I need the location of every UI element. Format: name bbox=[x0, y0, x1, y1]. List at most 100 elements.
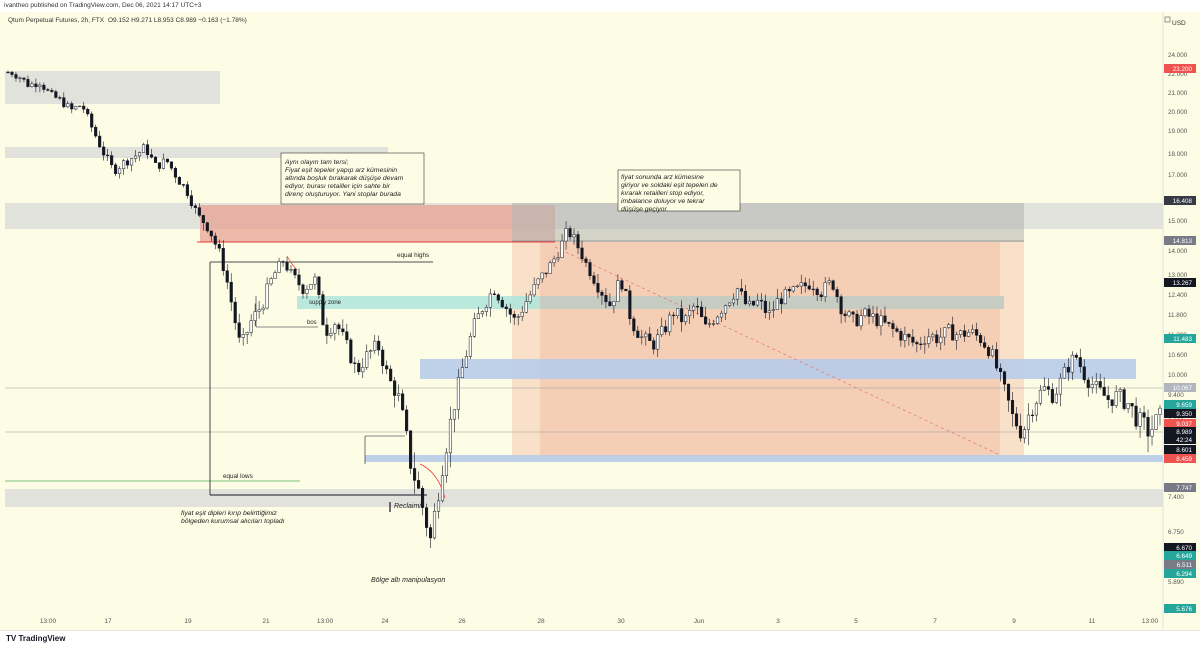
price-label-bg bbox=[1164, 445, 1196, 454]
candle-body bbox=[409, 430, 413, 469]
tradingview-logo[interactable]: TV TradingView bbox=[6, 634, 66, 643]
candle-body bbox=[604, 295, 608, 303]
candle-body bbox=[496, 294, 500, 301]
note-1: Aynı olayın tam tersi; Fiyat eşit tepele… bbox=[284, 159, 405, 198]
candle-body bbox=[987, 347, 991, 357]
candle-body bbox=[62, 97, 66, 108]
equal-lows-label: equal lows bbox=[223, 473, 253, 480]
candle-body bbox=[1014, 413, 1019, 427]
x-tick-label: 26 bbox=[458, 618, 466, 625]
price-label: 10.067 bbox=[1164, 383, 1196, 392]
candle-body bbox=[560, 240, 564, 258]
candle-body bbox=[353, 362, 357, 364]
x-tick-label: 5 bbox=[854, 618, 858, 625]
x-tick-label: 30 bbox=[617, 618, 625, 625]
zone-top-left bbox=[5, 71, 220, 104]
short-position-zone bbox=[512, 242, 1024, 457]
symbol-title: Qtum Perpetual Futures, 2h, FTX bbox=[8, 17, 105, 24]
candle-body bbox=[540, 272, 544, 280]
settings-icon[interactable] bbox=[1164, 16, 1171, 23]
candle-body bbox=[803, 282, 807, 287]
candle-body bbox=[293, 269, 297, 276]
candle-body bbox=[600, 291, 604, 296]
candle-body bbox=[524, 301, 528, 313]
time-axis[interactable]: 13:00 17 19 21 13:00 24 26 28 30 Jun 3 5 7 9 11 13:00 bbox=[40, 618, 1159, 625]
candle-body bbox=[680, 308, 684, 323]
candle-body bbox=[907, 334, 911, 338]
x-tick-label: 9 bbox=[1012, 618, 1016, 625]
candle-body bbox=[1046, 386, 1050, 390]
price-label: 16.408 bbox=[1164, 196, 1196, 205]
candle-body bbox=[122, 160, 126, 170]
candle-body bbox=[130, 158, 134, 166]
price-label-bg bbox=[1164, 560, 1196, 569]
currency-label: USD bbox=[1172, 20, 1186, 27]
candle-body bbox=[1054, 393, 1058, 403]
candle-body bbox=[923, 343, 927, 345]
candle-body bbox=[799, 282, 803, 287]
note-3: fiyat eşit dipleri kırıp belirttiğimiz b… bbox=[181, 510, 285, 525]
candle-body bbox=[608, 301, 612, 306]
candle-body bbox=[672, 314, 676, 317]
candle-body bbox=[1002, 371, 1007, 385]
equal-highs-label: equal highs bbox=[397, 252, 429, 259]
publish-info: ivantheo published on TradingView.com, D… bbox=[0, 0, 1200, 12]
price-label-text: 7.747 bbox=[1176, 485, 1192, 492]
candle-body bbox=[413, 468, 417, 481]
candle-body bbox=[18, 77, 22, 79]
candle-body bbox=[624, 288, 628, 292]
price-label-text: 8.601 bbox=[1176, 447, 1192, 454]
candle-body bbox=[983, 342, 987, 348]
price-label-text: 8.459 bbox=[1176, 456, 1192, 463]
candle-body bbox=[333, 324, 337, 334]
candle-body bbox=[297, 274, 301, 286]
candle-body bbox=[867, 308, 871, 317]
candle-body bbox=[1066, 366, 1070, 373]
candle-body bbox=[771, 309, 775, 311]
candle-body bbox=[26, 79, 30, 87]
candle-body bbox=[177, 177, 181, 185]
candle-body bbox=[504, 306, 508, 309]
candle-body bbox=[895, 328, 899, 332]
candle-body bbox=[1058, 377, 1062, 395]
price-label: 9.659 bbox=[1164, 400, 1196, 409]
candle-body bbox=[819, 294, 823, 298]
candle-body bbox=[899, 331, 903, 341]
candle-body bbox=[464, 355, 468, 368]
candle-body bbox=[1078, 357, 1082, 368]
candle-body bbox=[1106, 395, 1110, 400]
candle-body bbox=[329, 332, 333, 336]
candle-body bbox=[54, 91, 58, 98]
candle-body bbox=[70, 103, 74, 110]
candle-body bbox=[712, 323, 716, 325]
candle-body bbox=[492, 293, 496, 295]
y-tick-label: 10.000 bbox=[1168, 372, 1188, 379]
candle-body bbox=[1062, 366, 1066, 379]
y-tick-label: 22.000 bbox=[1168, 71, 1188, 78]
candle-body bbox=[221, 247, 225, 271]
price-label: 6.649 bbox=[1164, 551, 1196, 560]
candle-body bbox=[827, 280, 831, 283]
price-label-bg bbox=[1164, 435, 1196, 444]
candle-body bbox=[357, 363, 361, 373]
candle-body bbox=[871, 313, 875, 317]
candle-body bbox=[141, 144, 146, 153]
candle-body bbox=[863, 308, 867, 316]
candle-body bbox=[149, 154, 154, 158]
y-tick-label: 18.000 bbox=[1168, 151, 1188, 158]
candle-body bbox=[1026, 414, 1031, 430]
candle-body bbox=[759, 299, 763, 302]
candle-body bbox=[715, 316, 720, 324]
supply-zone-label: supply zone bbox=[309, 300, 342, 306]
price-chart[interactable]: Qtum Perpetual Futures, 2h, FTX O9.152 H… bbox=[0, 12, 1200, 632]
candle-body bbox=[951, 324, 955, 341]
candle-body bbox=[205, 222, 209, 232]
candle-body bbox=[233, 301, 237, 324]
chart-area[interactable]: Qtum Perpetual Futures, 2h, FTX O9.152 H… bbox=[0, 12, 1200, 632]
candle-body bbox=[345, 331, 349, 341]
price-label-text: 42:24 bbox=[1176, 437, 1192, 444]
candle-body bbox=[337, 324, 341, 330]
candle-body bbox=[428, 527, 433, 539]
candle-body bbox=[197, 207, 201, 216]
candle-body bbox=[448, 418, 453, 454]
